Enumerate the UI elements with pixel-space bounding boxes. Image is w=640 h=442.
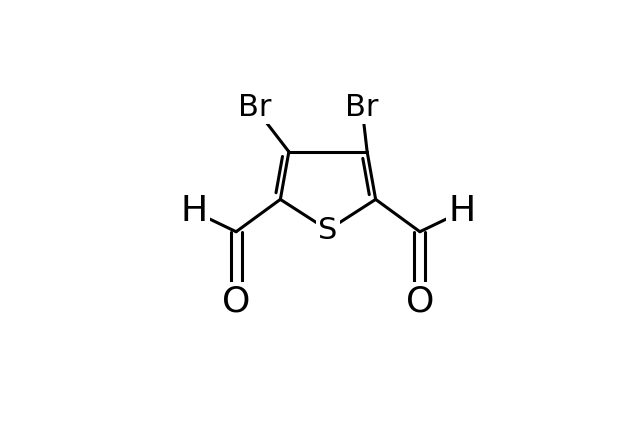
Text: H: H xyxy=(180,194,207,229)
Text: S: S xyxy=(318,216,338,244)
Text: O: O xyxy=(406,285,434,319)
Text: H: H xyxy=(449,194,476,229)
Text: Br: Br xyxy=(346,93,379,122)
Text: O: O xyxy=(222,285,250,319)
Text: Br: Br xyxy=(238,93,271,122)
